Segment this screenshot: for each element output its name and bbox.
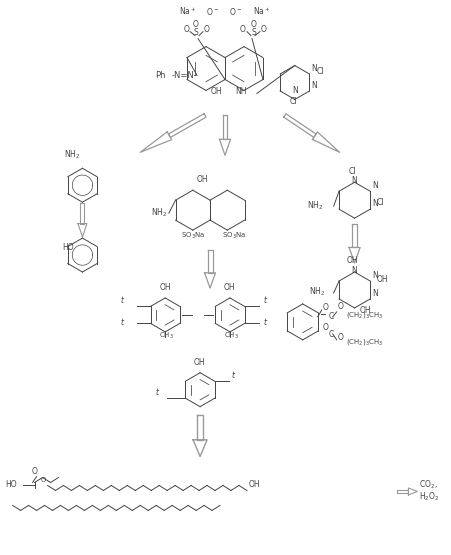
Text: O: O — [338, 333, 344, 342]
Text: N: N — [352, 176, 357, 185]
Text: $t$: $t$ — [120, 316, 125, 327]
Text: $t$: $t$ — [263, 316, 268, 327]
Text: O: O — [338, 302, 344, 311]
Text: OH: OH — [224, 283, 235, 292]
Text: SO$_3$Na: SO$_3$Na — [181, 231, 205, 241]
Text: NH$_2$: NH$_2$ — [64, 148, 81, 161]
Text: HO: HO — [6, 481, 17, 490]
Text: NH$_2$: NH$_2$ — [151, 206, 167, 219]
Text: $t$: $t$ — [263, 294, 268, 305]
Text: $t$: $t$ — [120, 294, 125, 305]
Text: Ph: Ph — [155, 72, 166, 80]
Text: OH: OH — [249, 481, 261, 490]
Text: H$_2$O$_2$: H$_2$O$_2$ — [419, 491, 440, 503]
Text: -N=N-: -N=N- — [171, 72, 197, 80]
Text: OH: OH — [159, 283, 171, 292]
Text: C: C — [329, 330, 334, 339]
Text: N: N — [292, 87, 298, 95]
Text: Cl: Cl — [377, 198, 384, 207]
Text: O: O — [323, 323, 329, 332]
Text: O: O — [32, 467, 37, 476]
Text: Cl: Cl — [317, 67, 324, 76]
Text: N: N — [372, 199, 378, 208]
Text: OH: OH — [197, 175, 208, 184]
Text: OH: OH — [211, 88, 223, 97]
Text: O: O — [240, 24, 246, 34]
Text: CH$_3$: CH$_3$ — [159, 331, 174, 341]
Text: N: N — [372, 289, 378, 298]
Text: OH: OH — [347, 256, 358, 265]
Text: O: O — [323, 303, 329, 312]
Text: NH$_2$: NH$_2$ — [309, 286, 325, 299]
Text: S: S — [252, 28, 256, 37]
Text: Na$^+$: Na$^+$ — [179, 5, 197, 17]
Text: C: C — [329, 312, 334, 321]
Text: Na$^+$: Na$^+$ — [253, 5, 271, 17]
Text: N: N — [372, 271, 378, 280]
Text: Cl: Cl — [349, 167, 356, 176]
Text: O: O — [251, 19, 257, 29]
Text: CO$_2$,: CO$_2$, — [419, 478, 438, 491]
Text: (CH$_2$)$_3$CH$_3$: (CH$_2$)$_3$CH$_3$ — [345, 310, 383, 320]
Text: O: O — [193, 19, 199, 29]
Text: Cl: Cl — [290, 98, 297, 107]
Text: N: N — [312, 64, 317, 73]
Text: O: O — [41, 477, 46, 483]
Text: $t$: $t$ — [231, 369, 236, 380]
Text: SO$_3$Na: SO$_3$Na — [222, 231, 247, 241]
Text: S: S — [193, 28, 198, 37]
Text: HO: HO — [63, 243, 74, 252]
Text: O$^-$: O$^-$ — [206, 6, 219, 17]
Text: $t$: $t$ — [156, 386, 161, 397]
Text: CH$_3$: CH$_3$ — [224, 331, 239, 341]
Text: O$^-$: O$^-$ — [229, 6, 242, 17]
Text: N: N — [352, 266, 357, 275]
Text: (CH$_2$)$_3$CH$_3$: (CH$_2$)$_3$CH$_3$ — [345, 337, 383, 347]
Text: OH: OH — [194, 358, 206, 367]
Text: O: O — [183, 24, 189, 34]
Text: NH: NH — [235, 88, 246, 97]
Text: N: N — [312, 81, 317, 90]
Text: OH: OH — [360, 306, 372, 315]
Text: OH: OH — [377, 275, 388, 284]
Text: O: O — [204, 24, 210, 34]
Text: NH$_2$: NH$_2$ — [307, 199, 323, 211]
Text: N: N — [372, 181, 378, 190]
Text: O: O — [261, 24, 267, 34]
